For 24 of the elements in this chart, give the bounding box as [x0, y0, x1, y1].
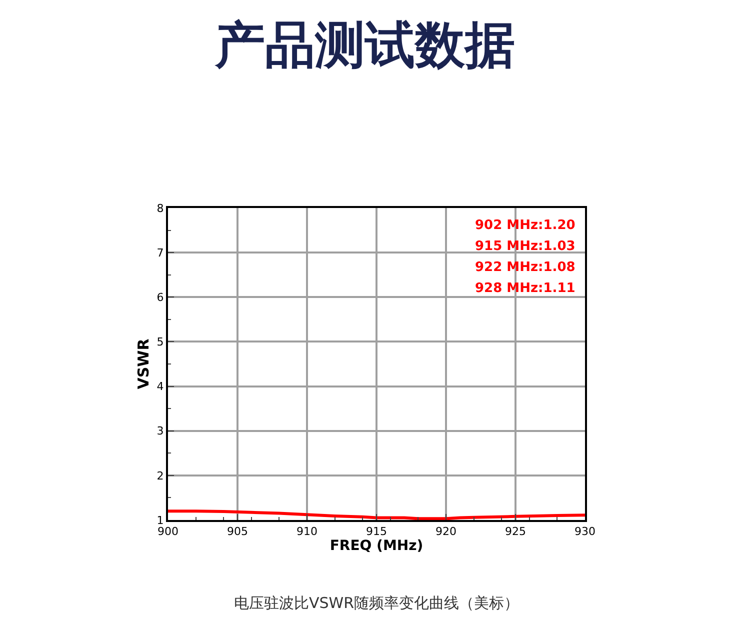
- line-series: [168, 510, 585, 520]
- annotation: 902 MHz:1.20: [475, 218, 576, 233]
- x-axis-title: FREQ (MHz): [330, 538, 424, 554]
- x-tick-label: 920: [436, 525, 456, 538]
- x-tick-label: 930: [574, 525, 596, 538]
- y-tick-label: 3: [156, 424, 164, 438]
- y-tick-label: 8: [156, 202, 164, 215]
- y-tick-label: 1: [156, 514, 164, 527]
- annotation: 922 MHz:1.08: [475, 260, 576, 275]
- x-tick-label: 905: [227, 525, 248, 538]
- y-tick-label: 5: [156, 336, 164, 349]
- y-tick-label: 7: [156, 246, 164, 260]
- x-tick-label: 915: [366, 525, 387, 538]
- y-tick-label: 4: [156, 380, 164, 394]
- annotation: 928 MHz:1.11: [475, 281, 576, 296]
- x-tick-label: 900: [158, 525, 178, 538]
- annotation: 915 MHz:1.03: [475, 239, 576, 254]
- y-tick-label: 6: [156, 290, 164, 304]
- y-axis-title: VSWR: [134, 338, 153, 390]
- y-tick-label: 2: [156, 469, 164, 482]
- x-tick-label: 925: [505, 525, 526, 538]
- x-tick-label: 910: [296, 525, 318, 538]
- text: 电压驻波比VSWR随频率变化曲线（美标）: [234, 594, 520, 612]
- chart-title: 产品测试数据: [214, 16, 515, 74]
